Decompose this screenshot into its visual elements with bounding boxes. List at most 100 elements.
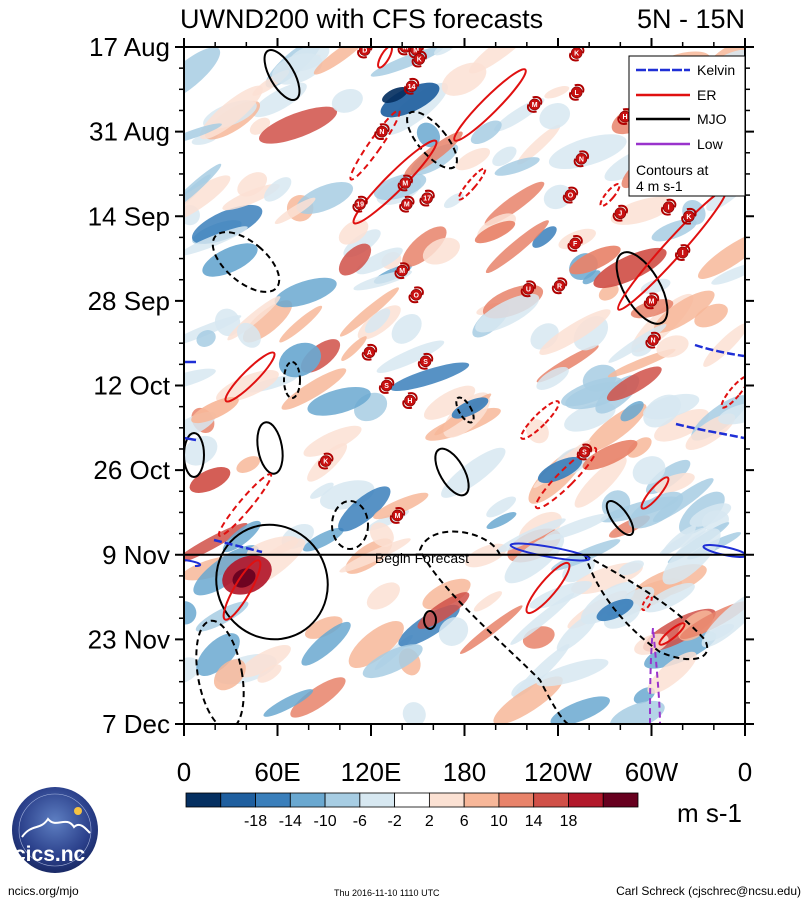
legend-box <box>628 55 746 197</box>
storm-arm-icon <box>399 203 410 213</box>
colorbar-swatch <box>185 792 222 808</box>
storm-arm-icon <box>374 131 385 141</box>
anomaly-blob <box>610 196 674 225</box>
storm-marker: O <box>562 186 579 204</box>
storm-marker: U <box>520 280 537 298</box>
anomaly-blob <box>711 262 745 285</box>
storm-core-icon <box>380 379 393 392</box>
anomaly-blob <box>561 377 623 407</box>
anomaly-blob <box>647 651 697 694</box>
anomaly-blob <box>697 231 745 279</box>
er-contour <box>720 375 745 409</box>
anomaly-blob <box>511 677 536 697</box>
anomaly-blob <box>493 676 563 724</box>
storm-marker: M <box>399 195 415 213</box>
anomaly-blob <box>644 631 717 669</box>
x-tick-label: 0 <box>177 757 191 787</box>
storm-marker: N <box>573 150 590 168</box>
storm-marker: S <box>576 443 593 461</box>
storm-arm-icon <box>562 194 573 204</box>
anomaly-blob <box>184 226 248 256</box>
anomaly-blob <box>689 503 732 527</box>
storm-label: H <box>622 114 627 121</box>
anomaly-blob <box>303 425 362 457</box>
anomaly-blob <box>307 386 371 416</box>
x-tick-label: 60E <box>254 757 300 787</box>
er-contour <box>520 400 560 440</box>
anomaly-blob <box>473 591 503 612</box>
anomaly-blob <box>353 270 412 291</box>
storm-marker: S <box>417 352 434 370</box>
colorbar-units: m s-1 <box>677 798 742 828</box>
anomaly-blob <box>582 270 601 285</box>
anomaly-blob <box>196 633 240 677</box>
anomaly-blob <box>341 336 367 361</box>
y-tick-label: 7 Dec <box>102 709 170 739</box>
anomaly-blob <box>455 147 491 171</box>
storm-arm-icon <box>612 212 623 222</box>
colorbar-swatch <box>463 792 500 808</box>
mjo-contour <box>331 500 369 550</box>
anomaly-blob <box>301 621 351 666</box>
anomaly-blob <box>339 287 399 337</box>
anomaly-blob <box>184 175 231 225</box>
storm-core-icon <box>396 264 408 277</box>
anomaly-blob <box>213 659 246 691</box>
storm-marker: M <box>394 262 410 280</box>
storm-arm-icon <box>686 207 697 217</box>
storm-core-icon <box>405 80 418 93</box>
er-contour <box>599 182 621 208</box>
storm-arm-icon <box>352 203 363 213</box>
anomaly-blob <box>510 592 575 645</box>
storm-core-icon <box>363 346 376 359</box>
storm-core-icon <box>421 192 433 204</box>
storm-marker: N <box>645 331 661 349</box>
storm-arm-icon <box>617 115 628 125</box>
storm-arm-icon <box>568 186 579 196</box>
anomaly-blob <box>184 435 218 466</box>
anomaly-blob <box>662 528 721 585</box>
storm-marker: H <box>617 108 633 125</box>
storm-marker: I <box>660 198 677 216</box>
storm-label: M <box>402 45 408 52</box>
anomaly-blob <box>356 247 403 275</box>
er-contour <box>658 622 686 646</box>
colorbar-swatch <box>359 792 396 808</box>
anomaly-blob <box>290 677 346 718</box>
storm-arm-icon <box>572 235 583 245</box>
storm-label: U <box>526 286 531 293</box>
anomaly-blob <box>628 491 684 529</box>
storm-arm-icon <box>402 400 413 410</box>
storm-marker: R <box>551 277 568 295</box>
storm-marker: M <box>526 96 543 113</box>
y-tick-label: 31 Aug <box>89 117 170 147</box>
storm-core-icon <box>645 295 658 307</box>
legend-label-kelvin: Kelvin <box>697 62 735 78</box>
storm-arm-icon <box>394 270 405 280</box>
storm-arm-icon <box>407 392 418 402</box>
anomaly-blob <box>544 85 570 99</box>
storm-arm-icon <box>384 377 395 387</box>
anomaly-blob <box>486 496 517 518</box>
storm-arm-icon <box>395 507 406 517</box>
er-contour <box>525 561 571 615</box>
anomaly-blob <box>369 522 394 547</box>
storm-label: N <box>579 156 584 163</box>
storm-core-icon <box>578 446 591 458</box>
storm-arm-icon <box>579 150 590 160</box>
storm-label: D <box>362 48 367 55</box>
storm-label: K <box>686 214 691 221</box>
storm-arm-icon <box>318 460 329 470</box>
storm-arm-icon <box>397 182 408 192</box>
storm-core-icon <box>401 198 413 210</box>
anomaly-blob <box>296 182 354 214</box>
anomaly-blob <box>252 82 307 118</box>
y-axis: 17 Aug 31 Aug 14 Sep 28 Sep 12 Oct 26 Oct 9 No… <box>88 32 754 739</box>
storm-arm-icon <box>369 47 373 51</box>
colorbar-label: -10 <box>314 813 337 830</box>
y-tick-label: 23 Nov <box>88 624 170 654</box>
anomaly-blob <box>643 393 700 420</box>
colorbar-swatch <box>289 792 326 808</box>
storm-label: M <box>413 48 419 55</box>
anomaly-blob <box>475 293 540 333</box>
